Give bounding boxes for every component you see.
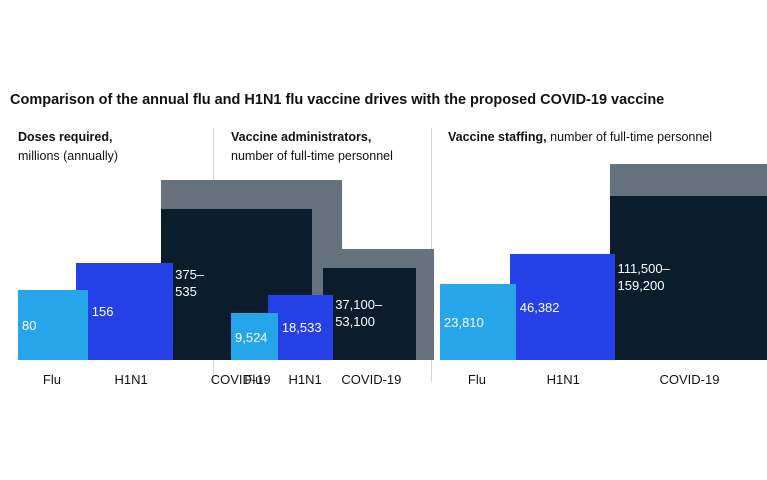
- panel-staffing: Vaccine staffing, number of full-time pe…: [448, 128, 758, 388]
- panel-header: Vaccine staffing, number of full-time pe…: [448, 128, 712, 147]
- panel-title-rest: number of full-time personnel: [550, 130, 713, 144]
- category-label: Flu: [467, 372, 486, 387]
- covid-low-bar: [609, 196, 767, 360]
- data-label: 375– 535: [175, 267, 205, 300]
- panel-title-bold: Vaccine staffing,: [448, 130, 547, 144]
- flu-bar: [231, 313, 278, 360]
- panel-title-rest: millions (annually): [18, 149, 119, 163]
- h1n1-bar: [509, 254, 616, 360]
- category-label: Flu: [244, 372, 263, 387]
- panel-title-bold: Vaccine administrators,: [231, 130, 372, 144]
- data-label: 37,100– 53,100: [335, 296, 383, 329]
- category-label: COVID-19: [659, 372, 720, 387]
- category-label: COVID-19: [210, 372, 271, 387]
- panel-title-bold: Doses required,: [18, 130, 113, 144]
- panel-doses: Doses required, millions (annually): [18, 128, 218, 388]
- flu-bar: [18, 290, 88, 360]
- chart-title: Comparison of the annual flu and H1N1 fl…: [10, 92, 665, 108]
- panel-header: Doses required, millions (annually): [18, 128, 118, 166]
- data-label: 23,810: [444, 315, 484, 331]
- panel-title-rest: number of full-time personnel: [231, 149, 393, 163]
- data-label: 111,500– 159,200: [617, 261, 670, 294]
- category-label: H1N1: [114, 372, 148, 387]
- data-label: 80: [22, 318, 37, 334]
- category-label: H1N1: [546, 372, 580, 387]
- h1n1-bar: [267, 294, 334, 360]
- category-label: Flu: [42, 372, 61, 387]
- data-label: 156: [91, 304, 114, 320]
- category-label: COVID-19: [341, 372, 402, 387]
- panel-administrators: Vaccine administrators, number of full-t…: [231, 128, 431, 388]
- h1n1-bar: [75, 262, 174, 360]
- flu-bar: [440, 284, 516, 360]
- data-label: 46,382: [519, 300, 560, 316]
- panel-header: Vaccine administrators, number of full-t…: [231, 128, 393, 166]
- data-label: 9,524: [235, 329, 268, 345]
- category-label: H1N1: [288, 372, 322, 387]
- covid-low-bar: [323, 267, 416, 360]
- data-label: 18,533: [281, 320, 322, 336]
